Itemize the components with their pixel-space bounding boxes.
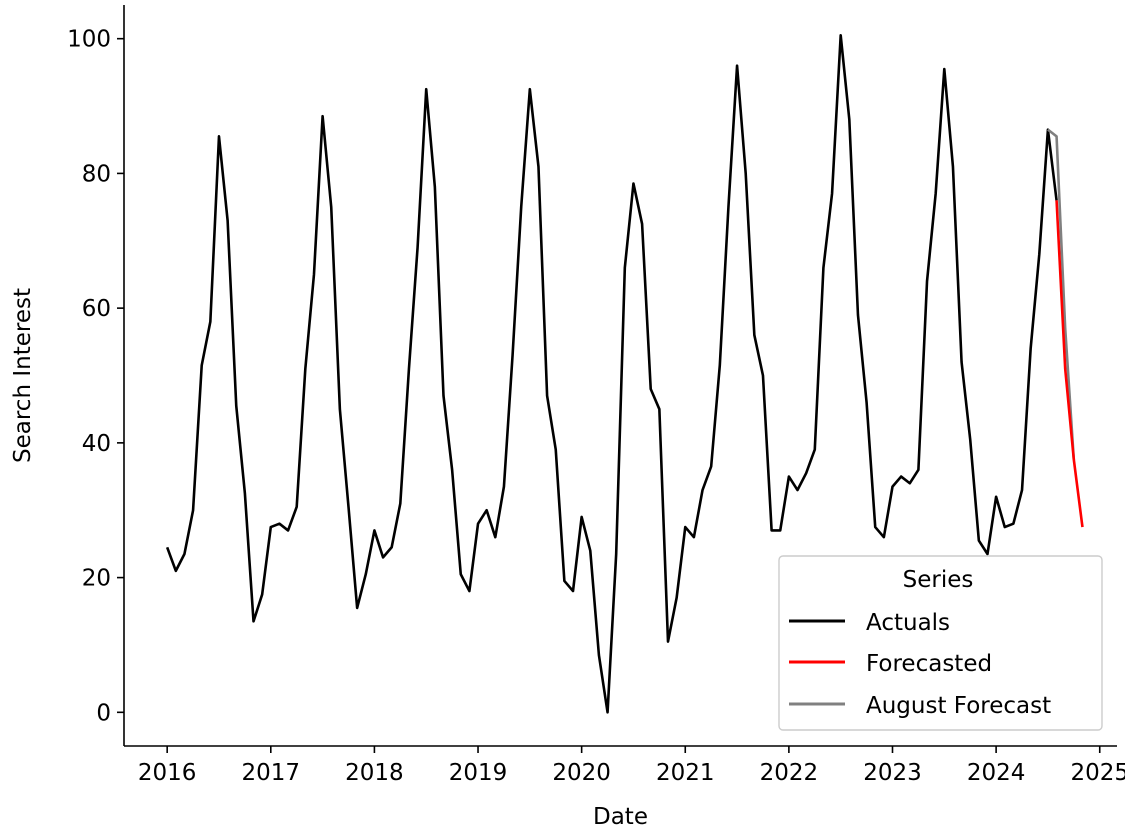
y-axis-title: Search Interest (10, 288, 36, 463)
legend: Series Actuals Forecasted August Forecas… (778, 555, 1103, 731)
y-tick-label-60: 60 (82, 296, 111, 322)
y-tick-label-100: 100 (67, 27, 111, 53)
x-tick-label-2023: 2023 (863, 760, 922, 786)
x-tick-label-2022: 2022 (760, 760, 819, 786)
x-tick-label-2019: 2019 (449, 760, 508, 786)
x-tick-label-2020: 2020 (552, 760, 611, 786)
series-line-forecasted (1055, 200, 1084, 528)
x-tick-label-2025: 2025 (1070, 760, 1125, 786)
series-line-august-forecast (1047, 128, 1076, 460)
x-tick-label-2024: 2024 (967, 760, 1026, 786)
y-tick-label-80: 80 (82, 161, 111, 187)
x-axis-title: Date (593, 804, 648, 830)
x-tick-label-2017: 2017 (242, 760, 301, 786)
y-tick-label-40: 40 (82, 431, 111, 457)
x-tick-label-2016: 2016 (138, 760, 197, 786)
x-tick-label-2018: 2018 (345, 760, 404, 786)
y-axis: 0 20 40 60 80 100 (67, 5, 125, 746)
x-axis: 2016 2017 2018 2019 2020 2021 2022 2023 2024 2025 (124, 745, 1125, 786)
legend-title: Series (903, 567, 974, 593)
plot-area (165, 34, 1084, 714)
y-tick-label-0: 0 (96, 700, 111, 726)
y-tick-label-20: 20 (82, 566, 111, 592)
legend-label-forecasted: Forecasted (866, 651, 992, 677)
legend-label-actuals: Actuals (866, 610, 950, 636)
legend-label-august-forecast: August Forecast (866, 693, 1051, 719)
legend-box (778, 555, 1103, 731)
series-line-actuals (165, 34, 1058, 714)
x-tick-label-2021: 2021 (656, 760, 715, 786)
